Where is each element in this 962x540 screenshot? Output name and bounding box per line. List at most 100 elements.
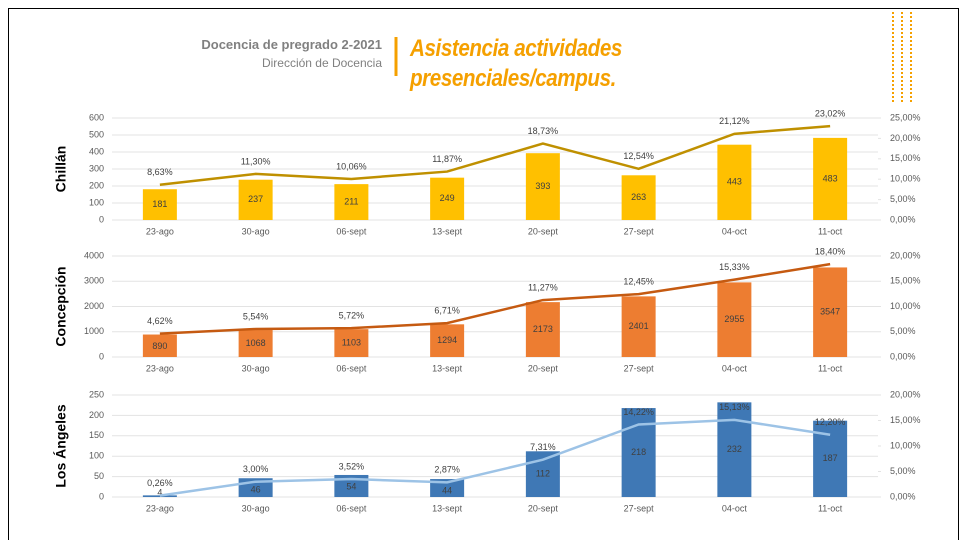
y-tick-label: 250 <box>89 389 104 399</box>
line-value-label: 0,26% <box>147 478 173 488</box>
bar <box>142 334 177 357</box>
bar <box>525 302 560 357</box>
line-series <box>159 262 831 335</box>
line-value-label: 6,71% <box>434 305 460 315</box>
y2-tick-label: 25,00% <box>890 112 921 122</box>
bar <box>142 189 177 220</box>
bar <box>430 479 465 497</box>
bar-value-label: 44 <box>442 485 452 495</box>
bar-value-label: 249 <box>440 193 455 203</box>
bar <box>717 144 752 220</box>
y2-tick-label: 15,00% <box>890 415 921 425</box>
bar-value-label: 1294 <box>437 335 457 345</box>
x-tick-label: 30-ago <box>242 503 270 513</box>
line-value-label: 14,22% <box>623 407 654 417</box>
y-axis-label: Concepción <box>53 266 69 346</box>
line-value-label: 7,31% <box>530 442 556 452</box>
line-value-label: 12,54% <box>623 151 654 161</box>
line-value-label: 5,54% <box>243 311 269 321</box>
line-value-label: 8,63% <box>147 167 173 177</box>
line-value-label: 18,40% <box>815 246 846 256</box>
y-tick-label: 50 <box>94 471 104 481</box>
line-value-label: 12,45% <box>623 277 654 287</box>
y-tick-label: 300 <box>89 163 104 173</box>
bar-value-label: 112 <box>536 469 550 479</box>
line-value-label: 10,06% <box>336 161 367 171</box>
bar-value-label: 211 <box>344 196 358 206</box>
y-axis-label: Chillán <box>53 146 69 193</box>
line-series <box>159 418 831 497</box>
bar <box>525 153 560 220</box>
x-tick-label: 11-oct <box>818 226 843 236</box>
x-tick-label: 30-ago <box>242 226 270 236</box>
bar <box>621 175 656 220</box>
bar <box>430 324 465 357</box>
y2-tick-label: 10,00% <box>890 440 921 450</box>
bar-value-label: 483 <box>823 173 838 183</box>
x-tick-label: 06-sept <box>336 226 367 236</box>
y-tick-label: 400 <box>89 146 104 156</box>
slide-frame <box>8 8 959 540</box>
y-tick-label: 150 <box>89 430 104 440</box>
y-tick-label: 0 <box>99 214 104 224</box>
corner-dots <box>910 12 912 102</box>
header-subtitle: Docencia de pregrado 2-2021 <box>201 37 382 52</box>
x-tick-label: 13-sept <box>432 503 463 513</box>
x-tick-label: 27-sept <box>624 363 655 373</box>
y-tick-label: 0 <box>99 491 104 501</box>
y2-tick-label: 5,00% <box>890 326 916 336</box>
y2-tick-label: 5,00% <box>890 194 916 204</box>
line-value-label: 2,87% <box>434 465 460 475</box>
line-value-label: 18,73% <box>528 126 559 136</box>
x-tick-label: 11-oct <box>818 363 843 373</box>
y-tick-label: 500 <box>89 129 104 139</box>
y2-tick-label: 0,00% <box>890 214 916 224</box>
bar-value-label: 218 <box>631 447 646 457</box>
y-axis-label: Los Ángeles <box>53 404 69 487</box>
x-tick-label: 23-ago <box>146 363 174 373</box>
bar <box>813 267 848 357</box>
x-tick-label: 20-sept <box>528 226 559 236</box>
bar <box>430 177 465 220</box>
y-tick-label: 1000 <box>84 326 104 336</box>
line-value-label: 11,87% <box>432 154 462 164</box>
line-value-label: 11,30% <box>241 156 271 166</box>
y-tick-label: 100 <box>89 451 104 461</box>
bar <box>238 179 273 220</box>
bar <box>717 402 752 497</box>
y2-tick-label: 0,00% <box>890 491 916 501</box>
bar-value-label: 393 <box>535 181 550 191</box>
x-tick-label: 13-sept <box>432 363 463 373</box>
bar-value-label: 1103 <box>342 337 361 347</box>
corner-dots <box>901 12 903 102</box>
bar <box>334 184 369 220</box>
bar-value-label: 2401 <box>629 321 649 331</box>
y-tick-label: 200 <box>89 180 104 190</box>
x-tick-label: 23-ago <box>146 503 174 513</box>
line-value-label: 11,27% <box>528 282 558 292</box>
bar <box>717 282 752 357</box>
line-value-label: 12,20% <box>815 417 846 427</box>
x-tick-label: 20-sept <box>528 363 559 373</box>
x-tick-label: 13-sept <box>432 226 463 236</box>
y-tick-label: 200 <box>89 410 104 420</box>
x-tick-label: 27-sept <box>624 226 655 236</box>
line-series <box>159 124 831 187</box>
bar-value-label: 232 <box>727 444 742 454</box>
y2-tick-label: 15,00% <box>890 153 921 163</box>
y-tick-label: 0 <box>99 351 104 361</box>
bar <box>142 495 177 497</box>
x-tick-label: 04-oct <box>722 503 748 513</box>
x-tick-label: 27-sept <box>624 503 655 513</box>
line-value-label: 21,12% <box>719 116 750 126</box>
y-tick-label: 600 <box>89 112 104 122</box>
bar-value-label: 46 <box>251 485 261 495</box>
bar-value-label: 2173 <box>533 324 553 334</box>
bar-value-label: 2955 <box>724 314 744 324</box>
y2-tick-label: 15,00% <box>890 276 921 286</box>
y2-tick-label: 20,00% <box>890 389 921 399</box>
header-title: Asistencia actividades presenciales/camp… <box>410 35 622 92</box>
bar <box>238 330 273 357</box>
